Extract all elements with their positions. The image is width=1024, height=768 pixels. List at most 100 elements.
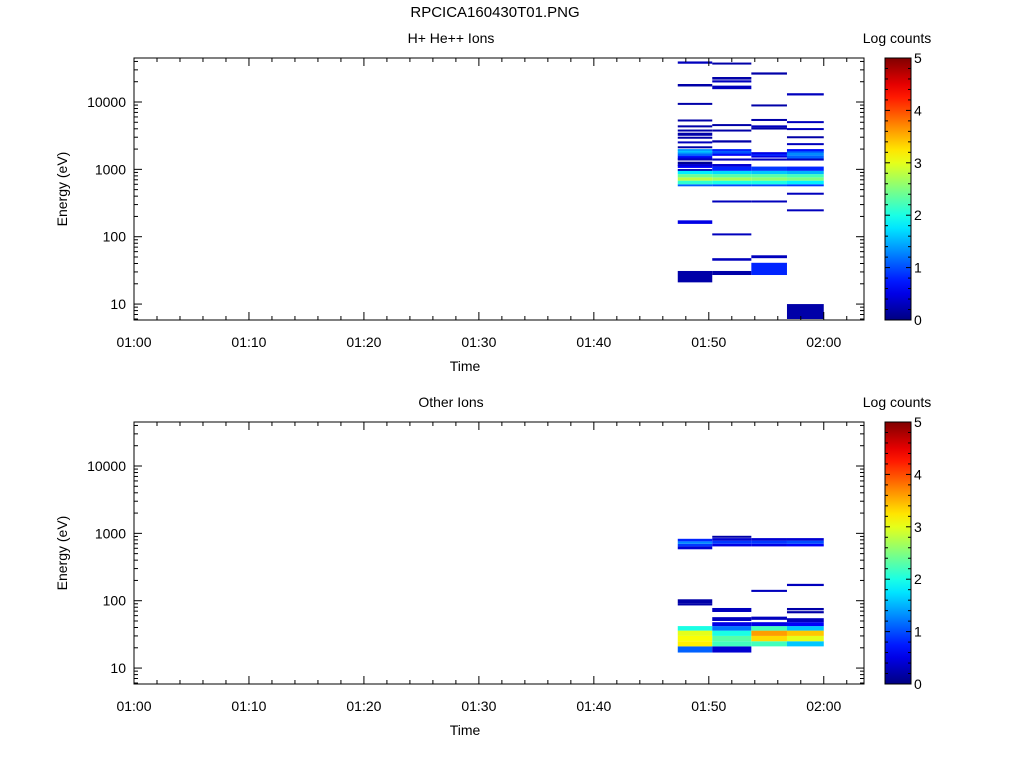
heatmap-cell [786, 630, 824, 636]
heatmap-cell [712, 626, 752, 631]
heatmap-cell [712, 270, 752, 276]
heatmap-cell [712, 174, 752, 178]
heatmap-cell [751, 200, 787, 203]
y-tick-label: 100 [103, 229, 127, 245]
heatmap-cell [751, 158, 787, 161]
heatmap-cell [712, 152, 752, 155]
heatmap-cell [751, 589, 787, 592]
heatmap-cell [751, 180, 787, 185]
heatmap-cell [677, 541, 713, 544]
heatmap-cell [751, 262, 787, 276]
heatmap-cell [677, 84, 713, 87]
heatmap-cell [786, 149, 824, 152]
heatmap-cell [677, 220, 713, 224]
heatmap-cell [786, 192, 824, 195]
heatmap-cell [677, 538, 713, 542]
heatmap-cell [677, 184, 713, 187]
heatmap-cell [712, 149, 752, 152]
y-tick-label: 100 [103, 593, 127, 609]
heatmap-cell [712, 177, 752, 181]
panel-other-ions: Other Ions 10 100 1000 10000 01:00 01:10 01:20 0… [0, 388, 1024, 758]
heatmap-cell [712, 535, 752, 538]
heatmap-cell [712, 164, 752, 167]
heatmap-cell [751, 177, 787, 181]
heatmap-cell [712, 85, 752, 90]
x-tick-label: 01:20 [346, 334, 381, 350]
heatmap-cell [677, 603, 713, 606]
x-tick-label: 01:40 [576, 698, 611, 714]
heatmap-cell [712, 129, 752, 132]
heatmap-cell [751, 635, 787, 642]
heatmap-cell [712, 62, 752, 65]
x-tick-label: 01:20 [346, 698, 381, 714]
x-tick-label: 01:30 [461, 334, 496, 350]
heatmap-cell [677, 149, 713, 152]
colorbar-tick-label: 0 [914, 312, 922, 328]
heatmap-cell [786, 136, 824, 139]
heatmap-cell [677, 180, 713, 185]
heatmap-cell [712, 80, 752, 83]
heatmap-cell [677, 155, 713, 158]
heatmap-cell [751, 170, 787, 175]
heatmap-cell [712, 538, 752, 541]
colorbar-tick-label: 4 [914, 102, 922, 118]
panel-title: Other Ions [418, 394, 483, 410]
heatmap-cell [786, 93, 824, 96]
heatmap-cell [677, 170, 713, 175]
heatmap-cell [751, 540, 787, 544]
plot-frame [133, 421, 865, 685]
heatmap-cell [677, 626, 713, 631]
heatmap-cell [786, 174, 824, 178]
heatmap-cell [712, 200, 752, 203]
heatmap-cell [786, 641, 824, 647]
colorbar-tick-label: 5 [914, 50, 922, 66]
heatmap-cell [751, 72, 787, 75]
x-tick-label: 01:50 [691, 698, 726, 714]
heatmap-cell [712, 635, 752, 642]
x-tick-label: 01:40 [576, 334, 611, 350]
heatmap-cell [712, 140, 752, 143]
heatmap-cell [677, 161, 713, 165]
heatmap-cell [786, 177, 824, 181]
heatmap-cell [712, 543, 752, 547]
heatmap-cell [751, 184, 787, 187]
heatmap-cell [677, 630, 713, 636]
heatmap-cell [786, 540, 824, 544]
heatmap-cell [751, 255, 787, 259]
heatmap-cell [677, 125, 713, 128]
heatmap-cell [677, 635, 713, 642]
colorbar-tick-label: 0 [914, 676, 922, 692]
heatmap-cell [712, 617, 752, 621]
heatmap-cell [712, 124, 752, 127]
y-tick-label: 1000 [95, 161, 126, 177]
colorbar [884, 421, 912, 685]
colorbar-tick-label: 3 [914, 519, 922, 535]
heatmap-cell [677, 646, 713, 653]
heatmap-cell [677, 129, 713, 132]
heatmap-cell [712, 150, 752, 153]
heatmap-cell [677, 61, 713, 64]
heatmap-cell [677, 164, 713, 167]
y-axis-label: Energy (eV) [54, 152, 70, 227]
heatmap-cell [677, 152, 713, 155]
heatmap-cell [786, 143, 824, 146]
heatmap-cell [677, 102, 713, 105]
y-tick-label: 10 [110, 296, 126, 312]
colorbar-tick-label: 3 [914, 155, 922, 171]
heatmap-cell [677, 150, 713, 153]
heatmap-cell [751, 543, 787, 547]
heatmap-cell [712, 540, 752, 544]
heatmap-cell [712, 170, 752, 175]
heatmap-cell [677, 641, 713, 647]
heatmap-cell [786, 622, 824, 627]
x-tick-label: 01:10 [231, 698, 266, 714]
heatmap-cell [751, 127, 787, 130]
heatmap-cell [786, 158, 824, 161]
y-tick-label: 10 [110, 660, 126, 676]
y-tick-label: 1000 [95, 525, 126, 541]
heatmap-cell [751, 155, 787, 158]
heatmap-cell [677, 546, 713, 550]
heatmap-cell [677, 146, 713, 149]
heatmap-cell [677, 165, 713, 168]
